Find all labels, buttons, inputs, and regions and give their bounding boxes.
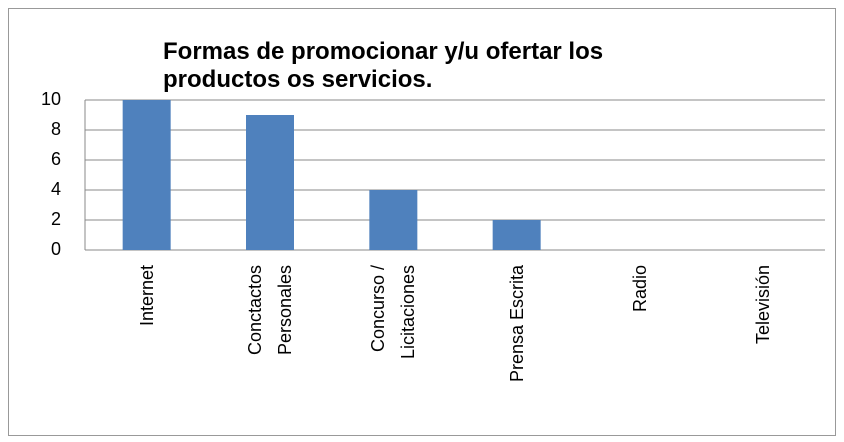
chart-title: Formas de promocionar y/u ofertar los pr… xyxy=(163,38,604,93)
y-tick-label: 0 xyxy=(51,239,61,259)
bar xyxy=(122,100,171,250)
chart-frame xyxy=(8,8,836,436)
x-tick-label: Concurso / Licitaciones xyxy=(368,265,419,360)
bar xyxy=(369,190,418,250)
x-tick-label: Prensa Escrita xyxy=(506,265,527,383)
y-tick-label: 4 xyxy=(51,179,61,199)
y-tick-label: 10 xyxy=(41,89,61,109)
y-tick-label: 6 xyxy=(51,149,61,169)
bar xyxy=(492,220,541,250)
x-tick-label: Radio xyxy=(630,265,650,313)
bar xyxy=(246,115,294,250)
x-tick-label: Internet xyxy=(136,265,157,327)
y-tick-label: 2 xyxy=(51,209,61,229)
x-tick-label: Conctactos Personales xyxy=(245,265,295,356)
x-tick-label: Televisión xyxy=(753,265,774,345)
y-tick-label: 8 xyxy=(51,119,61,139)
